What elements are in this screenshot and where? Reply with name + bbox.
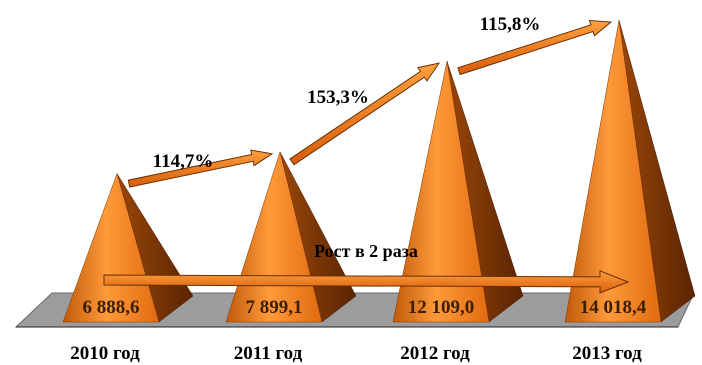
overall-growth-arrow (103, 270, 630, 294)
value-label: 6 888,6 (83, 297, 140, 318)
overall-growth-label: Рост в 2 раза (314, 241, 418, 261)
pyramid-front-face (392, 61, 490, 323)
category-label: 2011 год (234, 343, 303, 364)
pyramid-bar-3 (392, 61, 524, 323)
category-label: 2012 год (400, 343, 470, 364)
growth-label: 153,3% (307, 87, 369, 108)
growth-label: 115,8% (480, 14, 541, 35)
pyramid-front-face (564, 19, 662, 323)
pyramid-bar-4 (564, 19, 696, 323)
growth-label: 114,7% (153, 151, 214, 172)
growth-arrow (289, 62, 441, 166)
value-label: 12 109,0 (408, 297, 475, 318)
category-label: 2010 год (70, 343, 140, 364)
value-label: 14 018,4 (580, 297, 647, 318)
category-label: 2013 год (572, 343, 642, 364)
value-label: 7 899,1 (246, 297, 303, 318)
growth-arrow (127, 149, 274, 188)
growth-arrow (457, 19, 613, 76)
